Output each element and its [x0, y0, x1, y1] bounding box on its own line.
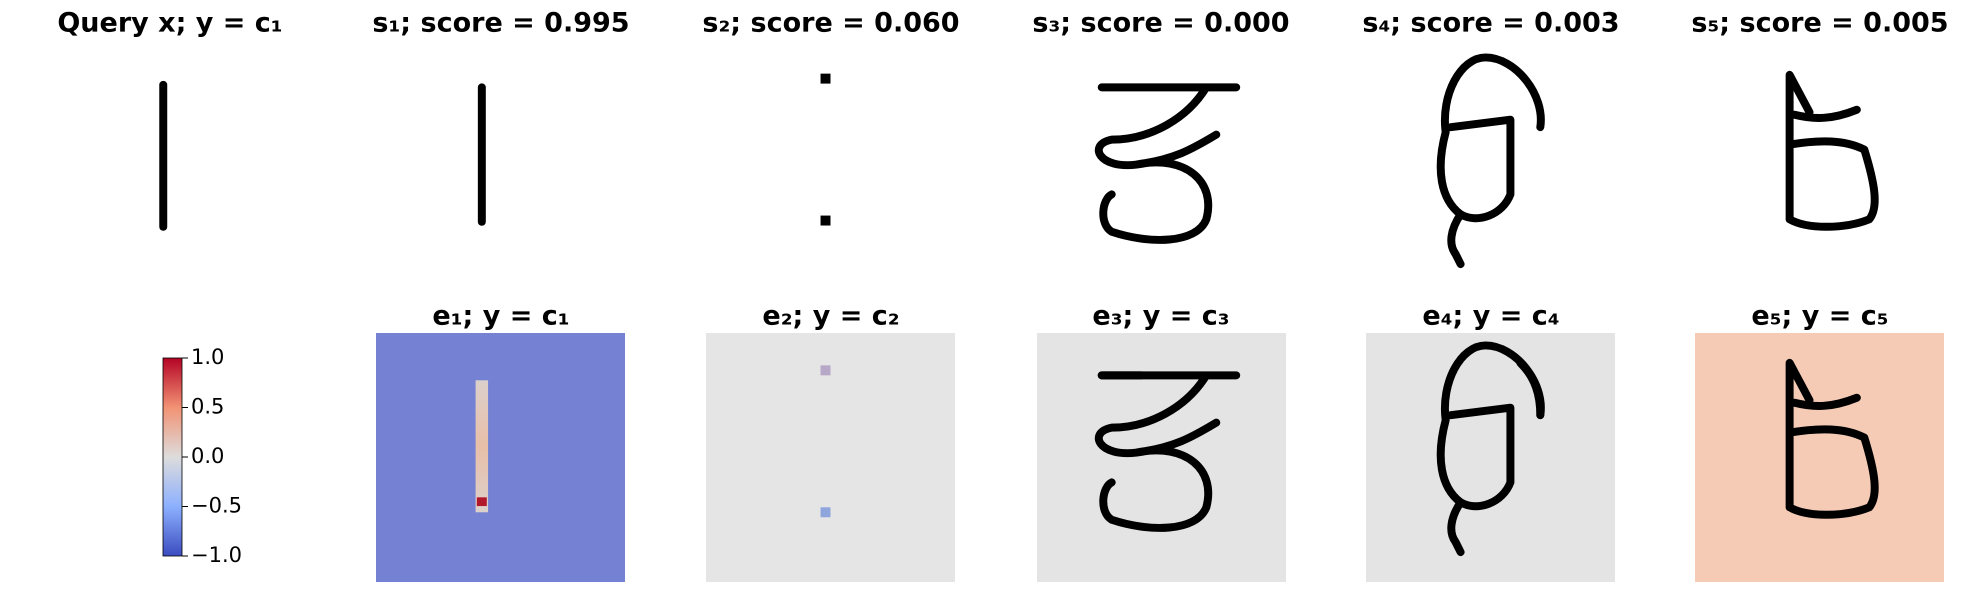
explanation-background: [376, 333, 625, 582]
explanation-image: [1695, 333, 1944, 582]
explanation-background: [1695, 333, 1944, 582]
glyph: [1516, 358, 1545, 420]
panel-title: e₅; y = c₅: [1751, 301, 1888, 332]
explanation-image: [706, 333, 955, 582]
panel-title: e₁; y = c₁: [432, 301, 569, 332]
colorbar-tick-label: −0.5: [191, 494, 242, 518]
explanation-image: [1366, 333, 1615, 582]
glyph: [476, 497, 487, 507]
glyph: [820, 73, 831, 84]
glyph: [820, 365, 831, 376]
panel-title: s₄; score = 0.003: [1362, 8, 1619, 39]
colorbar-tick-label: 1.0: [191, 345, 224, 369]
glyph: [820, 507, 831, 518]
colorbar: [162, 357, 183, 557]
glyph: [1785, 70, 1879, 231]
colorbar-tick-label: 0.5: [191, 395, 224, 419]
panel-title: s₃; score = 0.000: [1032, 8, 1289, 39]
sample-image: [1436, 53, 1545, 269]
panel-title: e₃; y = c₃: [1092, 301, 1229, 332]
sample-image: [820, 73, 831, 226]
explanation-image: [376, 333, 625, 582]
glyph: [475, 380, 489, 513]
colorbar-tick-label: −1.0: [191, 543, 242, 567]
sample-image: [1785, 70, 1879, 231]
colorbar-tick-label: 0.0: [191, 444, 224, 468]
explanation-background: [1366, 333, 1615, 582]
glyph: [1094, 83, 1241, 244]
explanation-background: [1037, 333, 1286, 582]
glyph: [1785, 358, 1879, 519]
panel-title: s₁; score = 0.995: [372, 8, 629, 39]
panel-title: s₅; score = 0.005: [1691, 8, 1948, 39]
sample-image: [1094, 83, 1241, 244]
panel-title: e₄; y = c₄: [1422, 301, 1559, 332]
glyph: [1436, 341, 1545, 557]
panel-title: e₂; y = c₂: [762, 301, 899, 332]
panel-title: Query x; y = c₁: [57, 8, 282, 39]
explanation-image: [1037, 333, 1286, 582]
glyph: [1436, 53, 1545, 269]
glyph: [820, 215, 831, 226]
panel-title: s₂; score = 0.060: [702, 8, 959, 39]
